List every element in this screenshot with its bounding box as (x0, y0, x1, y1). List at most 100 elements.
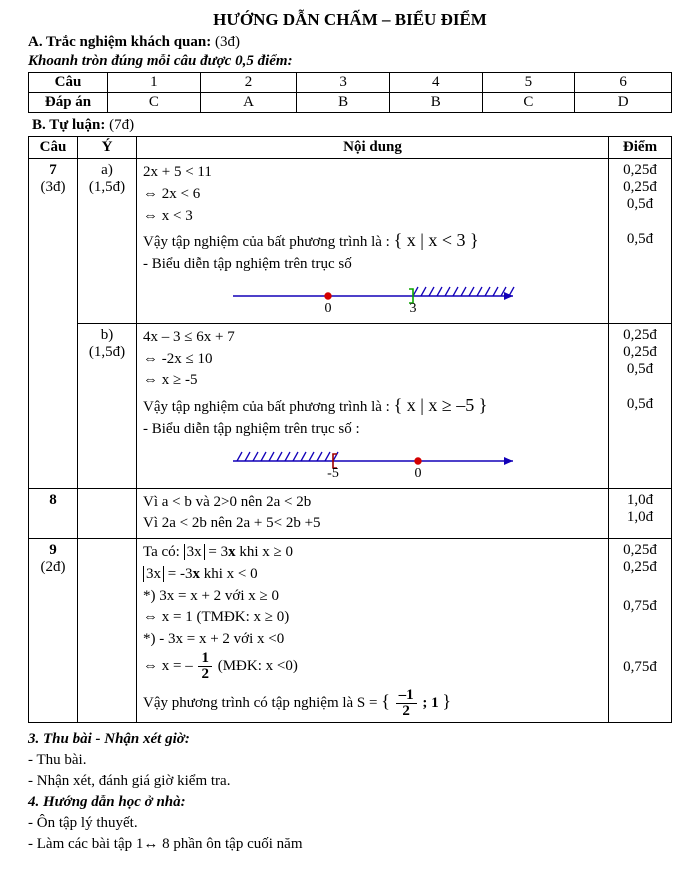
section-a-instruction: Khoanh tròn đúng mỗi câu được 0,5 điểm: (28, 53, 672, 70)
footer-h4: 4. Hướng dẫn học ở nhà: (28, 792, 672, 813)
q9-pts: (2đ) (35, 559, 71, 576)
mc-col: 3 (297, 73, 390, 93)
mc-ans: C (108, 93, 201, 113)
q9-l1eq: = 3x (208, 544, 235, 560)
q9-l2: 3x = -3x khi x < 0 (143, 564, 602, 586)
q9-l4: ⇔ x = 1 (TMĐK: x ≥ 0) (143, 607, 602, 629)
footer-f4: - Làm các bài tập 1↔ 8 phần ôn tập cuối … (28, 834, 672, 855)
mc-row-cau: Câu 1 2 3 4 5 6 (29, 73, 672, 93)
diem-val: 0,25đ (615, 344, 665, 361)
q7a-pts: (1,5đ) (84, 179, 130, 196)
q9-l1: Ta có: 3x = 3x khi x ≥ 0 (143, 542, 602, 564)
mc-ans: D (575, 93, 672, 113)
q7b-l2: ⇔ -2x ≤ 10 (143, 349, 602, 371)
mc-dapan-label: Đáp án (29, 93, 108, 113)
q9-cau: 9 (2đ) (29, 539, 78, 723)
q9-l2abs: 3x (143, 566, 164, 582)
q9-l7-den: 2 (396, 704, 417, 719)
q9-number: 9 (35, 542, 71, 559)
hdr-cau: Câu (29, 137, 78, 159)
mc-col: 5 (482, 73, 575, 93)
diem-gap (615, 213, 665, 231)
q9-l2c: khi x < 0 (204, 566, 258, 582)
diem-gap (615, 378, 665, 396)
q8-l1: Vì a < b và 2>0 nên 2a < 2b (143, 492, 602, 514)
diem-val: 0,25đ (615, 162, 665, 179)
q7b-l3: ⇔ x ≥ -5 (143, 370, 602, 392)
brace-open: { (381, 691, 390, 711)
q9-l7-frac: –1 2 (396, 688, 417, 719)
q7b-l4: Vậy tập nghiệm của bất phương trình là :… (143, 392, 602, 419)
mc-col: 2 (200, 73, 297, 93)
q9-l7a: Vậy phương trình có tập nghiệm là S = (143, 695, 378, 711)
q9-l7-end: 1 (431, 695, 439, 711)
q7a-y: a) (1,5đ) (78, 159, 137, 324)
diem-val: 1,0đ (615, 492, 665, 509)
hdr-noidung: Nội dung (137, 137, 609, 159)
q8-y (78, 488, 137, 539)
mc-table: Câu 1 2 3 4 5 6 Đáp án C A B B C D (28, 72, 672, 113)
q9-l6: ⇔ x = – 1 2 (MĐK: x <0) (143, 651, 602, 682)
q9-y (78, 539, 137, 723)
footer-h3: 3. Thu bài - Nhận xét giờ: (28, 729, 672, 750)
q7a-l4: Vậy tập nghiệm của bất phương trình là :… (143, 227, 602, 254)
q7b-l1: 4x – 3 ≤ 6x + 7 (143, 327, 602, 349)
q9-l5: *) - 3x = x + 2 với x <0 (143, 629, 602, 651)
footer-f3: - Ôn tập lý thuyết. (28, 813, 672, 834)
q8-l2: Vì 2a < 2b nên 2a + 5< 2b +5 (143, 513, 602, 535)
mc-ans: B (297, 93, 390, 113)
q9-l1c: khi x ≥ 0 (239, 544, 293, 560)
mc-ans: A (200, 93, 297, 113)
solution-table: Câu Ý Nội dung Điểm 7 (3đ) a) (1,5đ) 2x … (28, 136, 672, 723)
footer: 3. Thu bài - Nhận xét giờ: - Thu bài. - … (28, 729, 672, 855)
hdr-diem: Điểm (609, 137, 672, 159)
diem-val: 0,5đ (615, 396, 665, 413)
diem-val: 0,5đ (615, 231, 665, 248)
diem-val: 1,0đ (615, 509, 665, 526)
q9-l1abs: 3x (184, 544, 205, 560)
q7a-l4a: Vậy tập nghiệm của bất phương trình là : (143, 234, 390, 250)
q7b-content: 4x – 3 ≤ 6x + 7 ⇔ -2x ≤ 10 ⇔ x ≥ -5 Vậy … (137, 323, 609, 488)
q9-l1a: Ta có: (143, 544, 180, 560)
q7a-l1: 2x + 5 < 11 (143, 162, 602, 184)
mc-col: 4 (389, 73, 482, 93)
section-a-label: A. Trắc nghiệm khách quan: (28, 34, 211, 50)
brace-close: } (442, 691, 451, 711)
q9-l6-num: 1 (198, 651, 212, 667)
q9-content: Ta có: 3x = 3x khi x ≥ 0 3x = -3x khi x … (137, 539, 609, 723)
diem-val: 0,5đ (615, 196, 665, 213)
q7b-l4b: { x | x ≥ –5 } (394, 395, 488, 415)
section-a-heading: A. Trắc nghiệm khách quan: (3đ) (28, 34, 672, 51)
q7-cau: 7 (3đ) (29, 159, 78, 489)
q9-l6-den: 2 (198, 667, 212, 682)
q7a-l4b: { x | x < 3 } (394, 230, 479, 250)
q7b-l4a: Vậy tập nghiệm của bất phương trình là : (143, 399, 390, 415)
diem-val: 0,75đ (615, 659, 665, 676)
svg-text:0: 0 (324, 301, 331, 316)
q9-diem: 0,25đ 0,25đ 0,75đ 0,75đ (609, 539, 672, 723)
hdr-y: Ý (78, 137, 137, 159)
q7a-numberline: 03 (223, 282, 523, 316)
q7a-l5: - Biểu diễn tập nghiệm trên trục số (143, 254, 602, 276)
section-a-pts: (3đ) (215, 34, 240, 50)
q9-l6-frac: 1 2 (198, 651, 212, 682)
footer-f1: - Thu bài. (28, 750, 672, 771)
mc-ans: C (482, 93, 575, 113)
q9-l7-num: –1 (396, 688, 417, 704)
q7b-numberline: -50 (223, 447, 523, 481)
q8-cau: 8 (29, 488, 78, 539)
mc-col: 6 (575, 73, 672, 93)
diem-val: 0,5đ (615, 361, 665, 378)
q7b-diem: 0,25đ 0,25đ 0,5đ 0,5đ (609, 323, 672, 488)
q7-number: 7 (35, 162, 71, 179)
q9-l6b: (MĐK: x <0) (218, 658, 298, 674)
diem-val: 0,25đ (615, 559, 665, 576)
q7a-l2: ⇔ 2x < 6 (143, 184, 602, 206)
diem-gap (615, 615, 665, 659)
page-title: HƯỚNG DẪN CHẤM – BIỂU ĐIỂM (28, 10, 672, 30)
q8-content: Vì a < b và 2>0 nên 2a < 2b Vì 2a < 2b n… (137, 488, 609, 539)
q7a-label: a) (84, 162, 130, 179)
diem-val: 0,25đ (615, 542, 665, 559)
section-b-pts: (7đ) (109, 117, 134, 133)
q9-l3: *) 3x = x + 2 với x ≥ 0 (143, 586, 602, 608)
